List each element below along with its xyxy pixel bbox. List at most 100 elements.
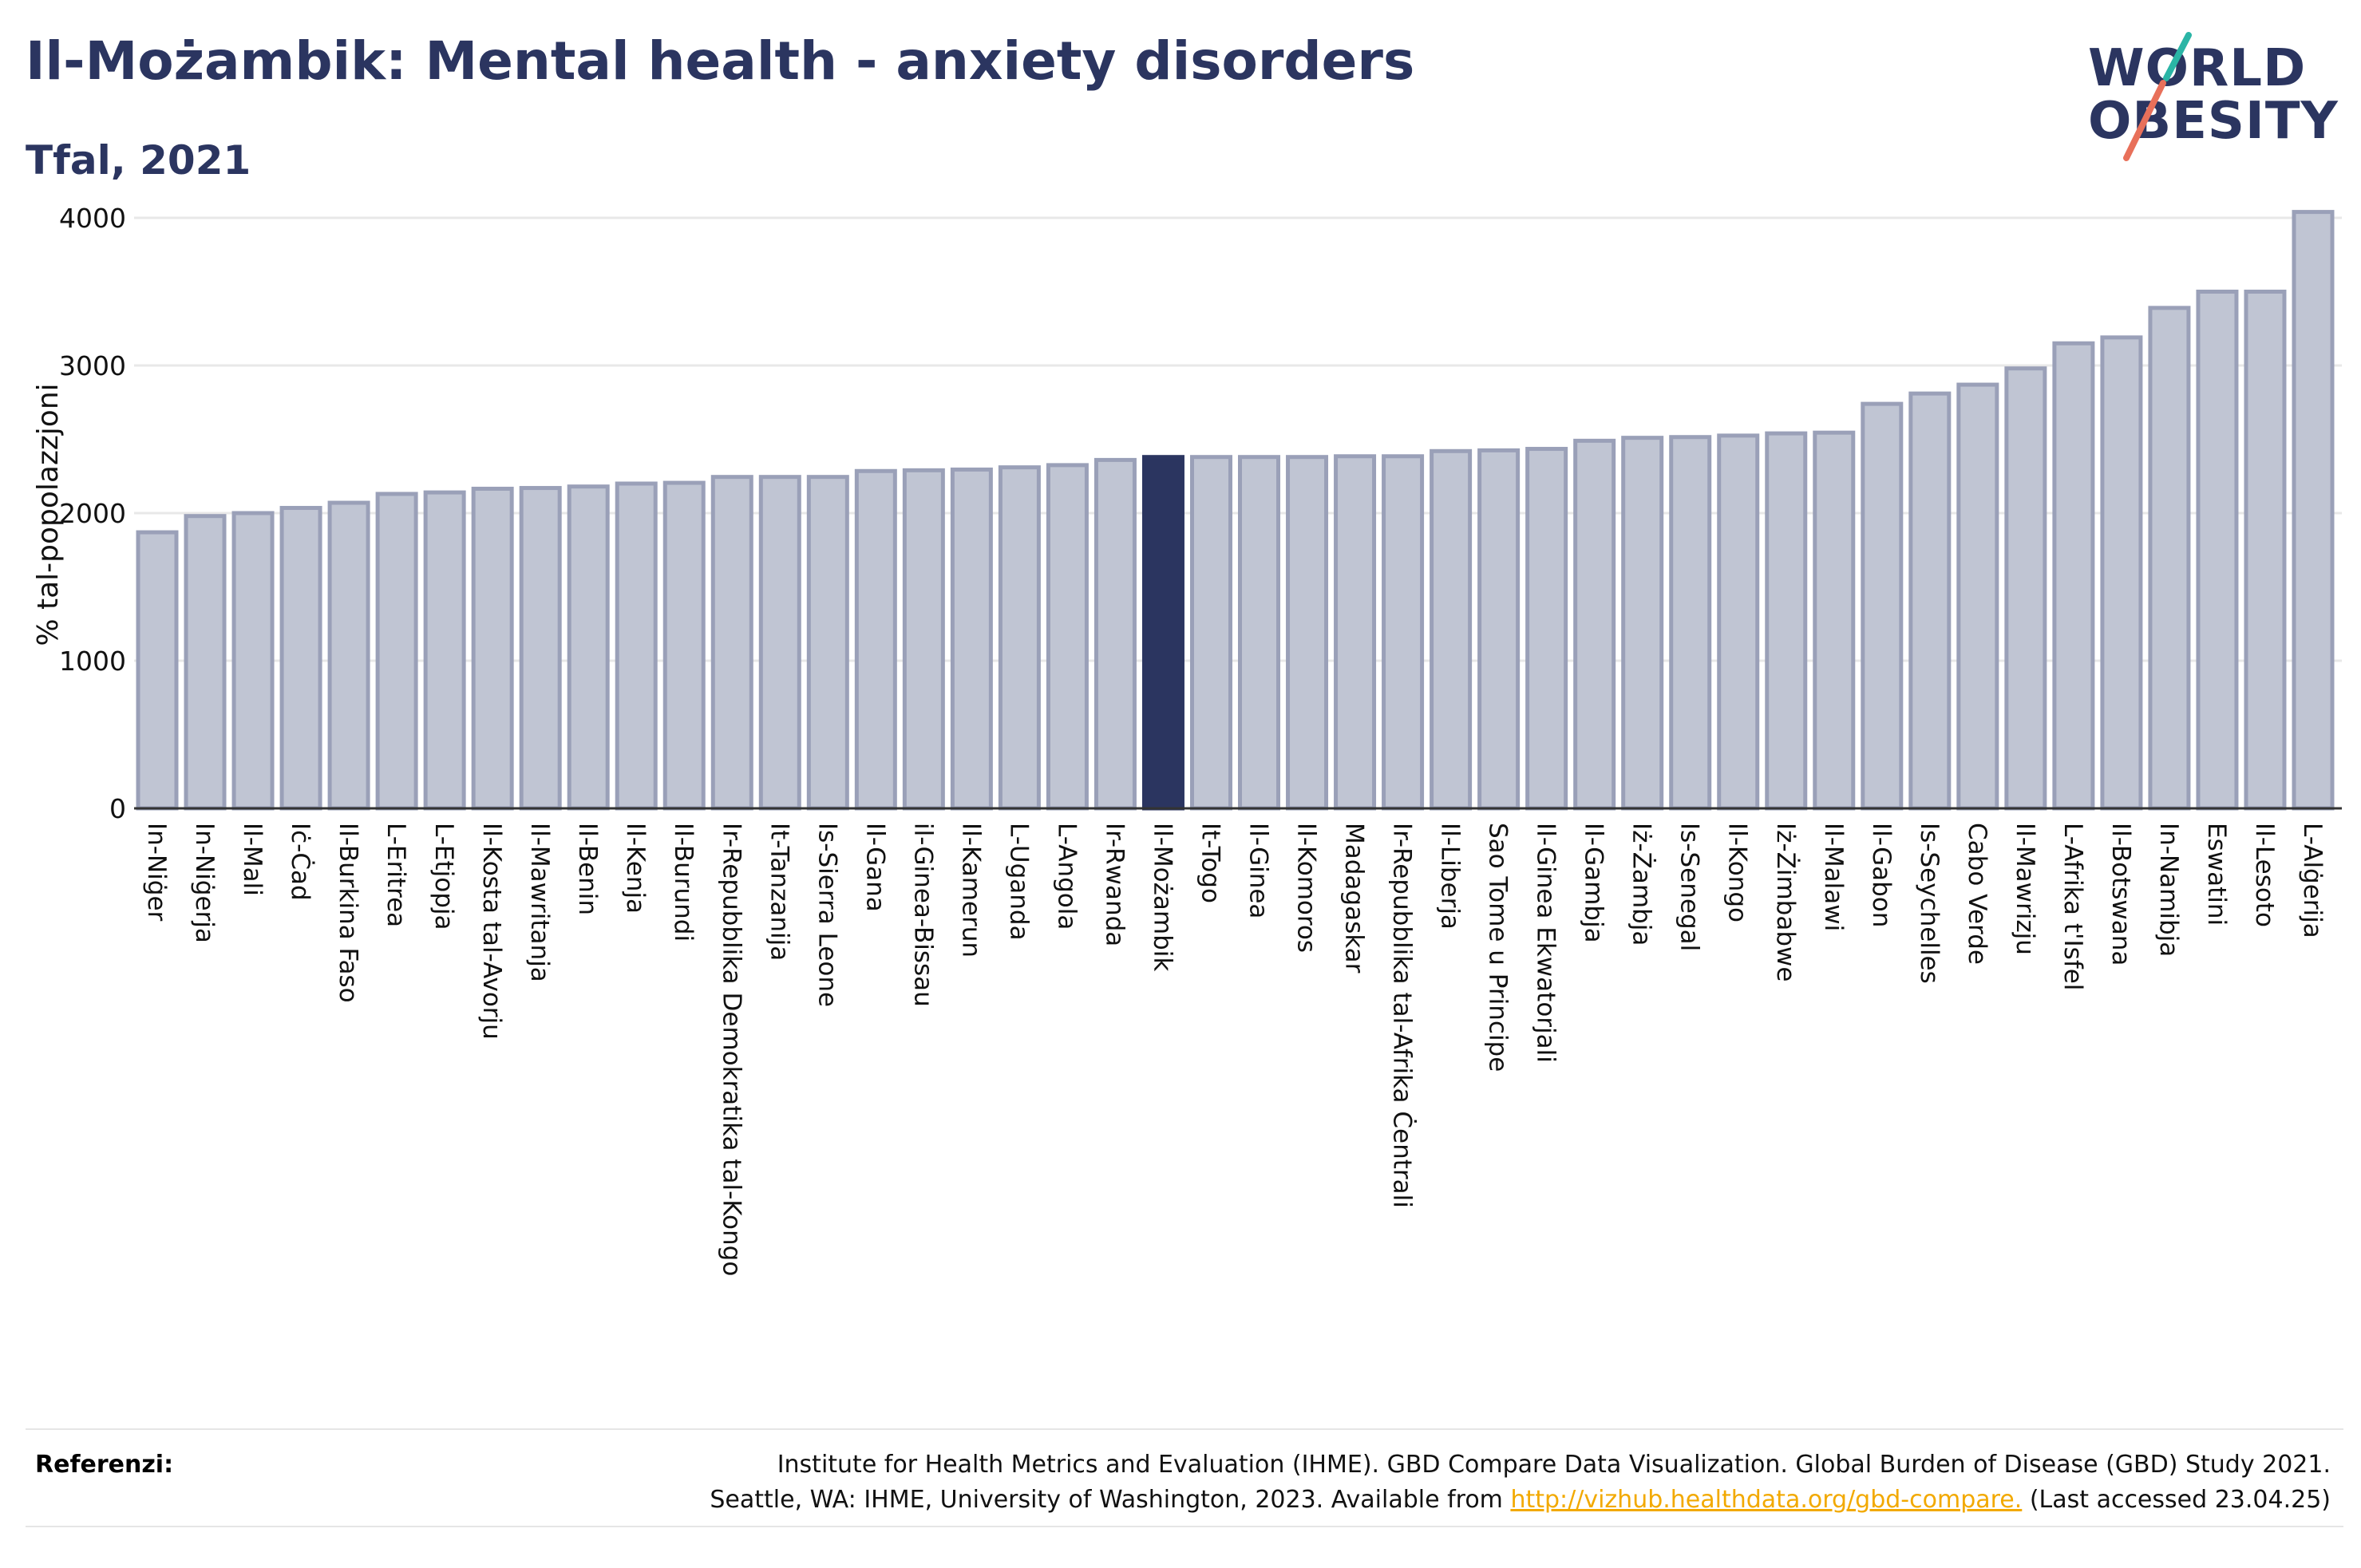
bar — [1430, 448, 1473, 811]
bar — [854, 468, 897, 811]
bar — [231, 511, 275, 811]
bar — [423, 490, 466, 811]
references-text: Institute for Health Metrics and Evaluat… — [710, 1448, 2331, 1518]
bar — [184, 514, 227, 811]
bar — [375, 492, 418, 811]
bar — [1046, 463, 1089, 811]
bar — [1861, 401, 1904, 811]
x-tick-label: il-Ginea-Bissau — [908, 823, 937, 1007]
bar — [2292, 210, 2335, 811]
bar — [1238, 455, 1281, 811]
page-subtitle: Tfal, 2021 — [26, 137, 251, 184]
bar — [1382, 454, 1425, 811]
bar — [2244, 290, 2287, 811]
bar — [1621, 436, 1664, 811]
x-tick-label: In-Niġer — [142, 823, 171, 922]
x-tick-label: Is-Senegal — [1675, 823, 1704, 951]
bar — [471, 486, 514, 811]
x-tick-label: Il-Malawi — [1819, 823, 1848, 931]
y-tick-label: 2000 — [59, 498, 126, 529]
references-label: Referenzi: — [35, 1451, 174, 1479]
x-tick-label: Il-Gabon — [1867, 823, 1896, 927]
bar-chart: 0 1000 2000 3000 4000 In-Niġer In-Niġerja Il-M… — [32, 203, 2342, 1276]
x-tick-label: Eswatini — [2202, 823, 2231, 926]
bar — [806, 475, 849, 811]
bar — [2196, 290, 2239, 811]
bar — [279, 506, 322, 811]
bar — [2100, 335, 2143, 811]
y-tick-label: 0 — [109, 793, 126, 824]
x-tick-label: Il-Kosta tal-Avorju — [477, 823, 506, 1040]
bar — [902, 468, 945, 811]
reference-text-pre: Seattle, WA: IHME, University of Washing… — [710, 1486, 1511, 1514]
x-tick-label: Iċ-Ċad — [286, 823, 315, 901]
bar — [1717, 433, 1760, 811]
x-tick-label: Iż-Żambja — [1627, 823, 1656, 946]
x-tick-label: Cabo Verde — [1963, 823, 1991, 965]
y-tick-labels: 0 1000 2000 3000 4000 — [59, 203, 126, 824]
bar — [1525, 447, 1568, 811]
bars — [136, 210, 2335, 811]
x-tick-label: Il-Benin — [573, 823, 602, 915]
x-tick-label: Il-Możambik — [1148, 823, 1177, 971]
x-tick-label: Sao Tome u Principe — [1484, 823, 1513, 1072]
bar — [1286, 455, 1329, 811]
x-tick-label: Madagaskar — [1340, 823, 1369, 974]
bar — [1669, 435, 1712, 811]
x-tick-label: L-Alġerija — [2298, 823, 2327, 938]
x-tick-label: Il-Kenja — [621, 823, 650, 914]
reference-link[interactable]: http://vizhub.healthdata.org/gbd-compare… — [1510, 1486, 2023, 1514]
footer-divider-top — [26, 1428, 2343, 1430]
page-title: Il-Możambik: Mental health - anxiety dis… — [26, 30, 1415, 92]
bar — [1093, 457, 1137, 811]
x-tick-label: Ir-Repubblika tal-Afrika Ċentrali — [1388, 823, 1418, 1208]
reference-text-post: (Last accessed 23.04.25) — [2022, 1486, 2331, 1514]
x-tick-label: L-Eritrea — [382, 823, 410, 927]
x-tick-label: L-Uganda — [1004, 823, 1033, 941]
x-tick-labels: In-Niġer In-Niġerja Il-Mali Iċ-Ċad Il-Burkin… — [142, 823, 2327, 1276]
x-tick-label: Is-Seychelles — [1915, 823, 1944, 984]
x-tick-label: L-Angola — [1052, 823, 1081, 930]
x-tick-label: Is-Sierra Leone — [813, 823, 841, 1007]
bar — [2004, 366, 2047, 811]
x-tick-label: Il-Ginea Ekwatorjali — [1532, 823, 1560, 1063]
footer-divider-bottom — [26, 1526, 2343, 1527]
bar — [136, 530, 179, 811]
bar — [1334, 454, 1377, 811]
y-tick-label: 1000 — [59, 646, 126, 677]
x-tick-label: Il-Liberja — [1436, 823, 1465, 930]
bar — [662, 480, 706, 811]
x-tick-label: Iż-Żimbabwe — [1771, 823, 1800, 981]
reference-line-1: Institute for Health Metrics and Evaluat… — [777, 1451, 2331, 1479]
x-tick-label: In-Namibja — [2154, 823, 2183, 957]
bar — [1813, 430, 1856, 811]
x-tick-label: Il-Kamerun — [956, 823, 985, 958]
x-tick-label: Il-Mawrizju — [2011, 823, 2039, 955]
x-tick-label: Ir-Repubblika Demokratika tal-Kongo — [717, 823, 745, 1276]
bar — [327, 500, 370, 811]
bar — [1765, 431, 1808, 811]
world-obesity-logo: WORLD OBESITY — [2083, 32, 2347, 168]
x-tick-label: Il-Botswana — [2106, 823, 2135, 966]
bar — [950, 467, 993, 811]
bar — [1573, 438, 1616, 811]
bar — [710, 475, 753, 811]
x-tick-label: Il-Burundi — [669, 823, 698, 942]
bar — [1908, 391, 1952, 811]
bar — [2148, 306, 2191, 811]
logo-text-line2: OBESITY — [2088, 92, 2339, 151]
reference-line-2: Seattle, WA: IHME, University of Washing… — [710, 1483, 2331, 1518]
y-tick-label: 3000 — [59, 350, 126, 381]
x-tick-label: In-Niġerja — [190, 823, 219, 943]
bar — [1956, 382, 1999, 811]
x-tick-label: Il-Komoros — [1292, 823, 1321, 953]
x-tick-label: Il-Lesoto — [2250, 823, 2279, 927]
x-tick-label: Il-Kongo — [1723, 823, 1752, 922]
bar — [1189, 455, 1232, 811]
x-tick-label: L-Afrika t'Isfel — [2058, 823, 2087, 990]
y-axis-label: % tal-popolazzjoni — [32, 383, 65, 646]
bar — [567, 484, 610, 811]
y-tick-label: 4000 — [59, 203, 126, 234]
bar — [615, 481, 658, 811]
x-tick-label: Il-Gana — [860, 823, 889, 912]
